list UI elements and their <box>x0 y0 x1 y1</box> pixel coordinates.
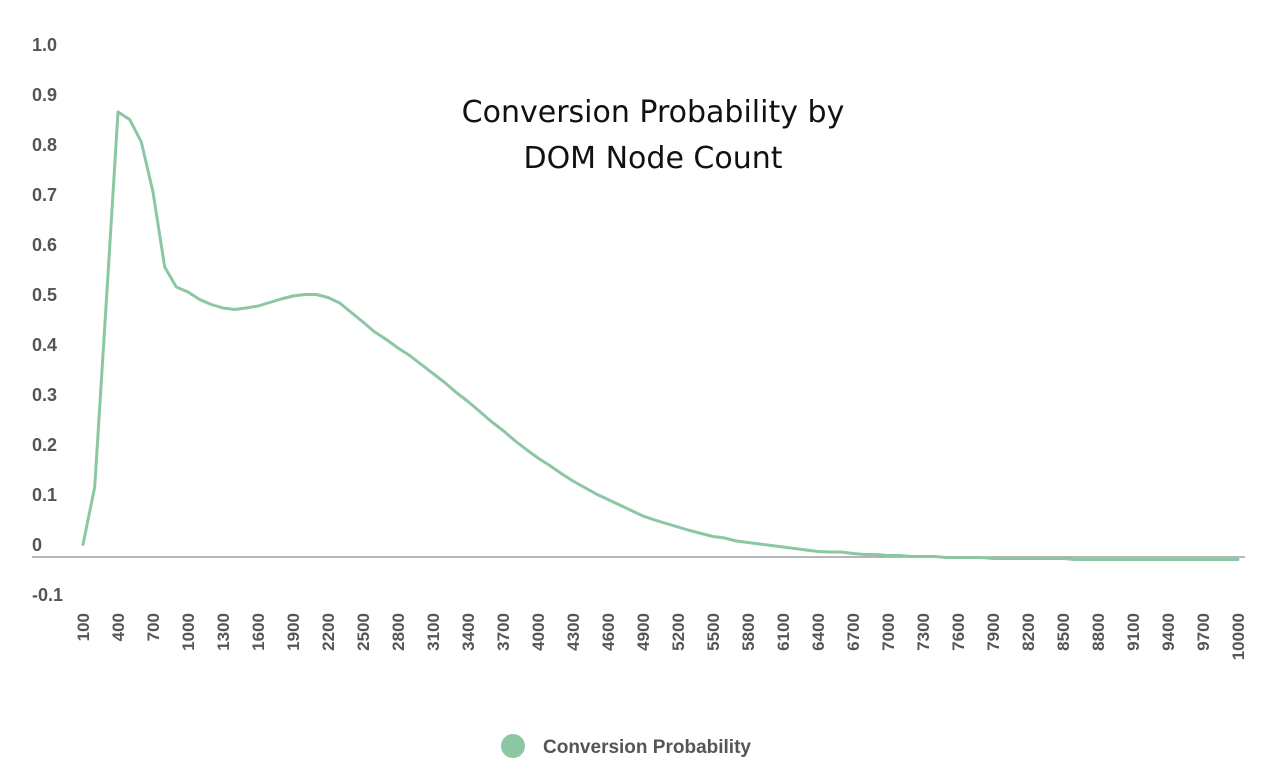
legend: Conversion Probability <box>501 734 751 758</box>
x-tick-label: 6100 <box>774 613 793 651</box>
x-tick-label: 7900 <box>984 613 1003 651</box>
y-tick-label: 0.4 <box>32 335 57 355</box>
legend-swatch <box>501 734 525 758</box>
x-tick-label: 7600 <box>949 613 968 651</box>
y-tick-label: 0.2 <box>32 435 57 455</box>
x-tick-label: 9400 <box>1159 613 1178 651</box>
y-tick-label: 0.8 <box>32 135 57 155</box>
series-lines <box>81 110 1240 561</box>
y-tick-label: 0.5 <box>32 285 57 305</box>
x-tick-label: 10000 <box>1229 613 1248 660</box>
x-tick-label: 3700 <box>494 613 513 651</box>
x-tick-label: 1600 <box>249 613 268 651</box>
x-tick-label: 8800 <box>1089 613 1108 651</box>
y-tick-label: -0.1 <box>32 585 63 605</box>
y-tick-label: 0.9 <box>32 85 57 105</box>
chart-title: Conversion Probability by DOM Node Count <box>462 95 845 176</box>
series-line <box>81 110 1240 561</box>
x-tick-label: 6700 <box>844 613 863 651</box>
x-tick-label: 8200 <box>1019 613 1038 651</box>
y-tick-label: 0.1 <box>32 485 57 505</box>
x-tick-label: 5800 <box>739 613 758 651</box>
chart-title-line-1: Conversion Probability by <box>462 95 845 130</box>
y-axis-ticks: 1.0 0.9 0.8 0.7 0.6 0.5 0.4 0.3 0.2 0.1 0 -0.1 <box>32 35 63 605</box>
x-tick-label: 2800 <box>389 613 408 651</box>
x-tick-label: 7300 <box>914 613 933 651</box>
x-tick-label: 4600 <box>599 613 618 651</box>
y-tick-label: 1.0 <box>32 35 57 55</box>
x-tick-label: 5200 <box>669 613 688 651</box>
x-tick-label: 100 <box>74 613 93 641</box>
x-tick-label: 1300 <box>214 613 233 651</box>
x-tick-label: 8500 <box>1054 613 1073 651</box>
x-tick-label: 9700 <box>1194 613 1213 651</box>
x-tick-label: 3100 <box>424 613 443 651</box>
x-tick-label: 4900 <box>634 613 653 651</box>
x-tick-label: 6400 <box>809 613 828 651</box>
x-tick-label: 4000 <box>529 613 548 651</box>
x-tick-label: 5500 <box>704 613 723 651</box>
x-tick-label: 7000 <box>879 613 898 651</box>
x-tick-label: 1000 <box>179 613 198 651</box>
y-tick-label: 0 <box>32 535 42 555</box>
y-tick-label: 0.3 <box>32 385 57 405</box>
x-tick-label: 3400 <box>459 613 478 651</box>
y-tick-label: 0.6 <box>32 235 57 255</box>
x-tick-label: 2200 <box>319 613 338 651</box>
x-tick-label: 9100 <box>1124 613 1143 651</box>
x-tick-label: 4300 <box>564 613 583 651</box>
x-tick-label: 2500 <box>354 613 373 651</box>
x-tick-label: 700 <box>144 613 163 641</box>
chart-title-line-2: DOM Node Count <box>523 141 782 176</box>
x-tick-label: 400 <box>109 613 128 641</box>
legend-label: Conversion Probability <box>543 737 751 758</box>
y-tick-label: 0.7 <box>32 185 57 205</box>
x-axis-ticks: 100 400 700 1000 1300 1600 1900 2200 2500 2800 310… <box>74 613 1248 660</box>
x-tick-label: 1900 <box>284 613 303 651</box>
